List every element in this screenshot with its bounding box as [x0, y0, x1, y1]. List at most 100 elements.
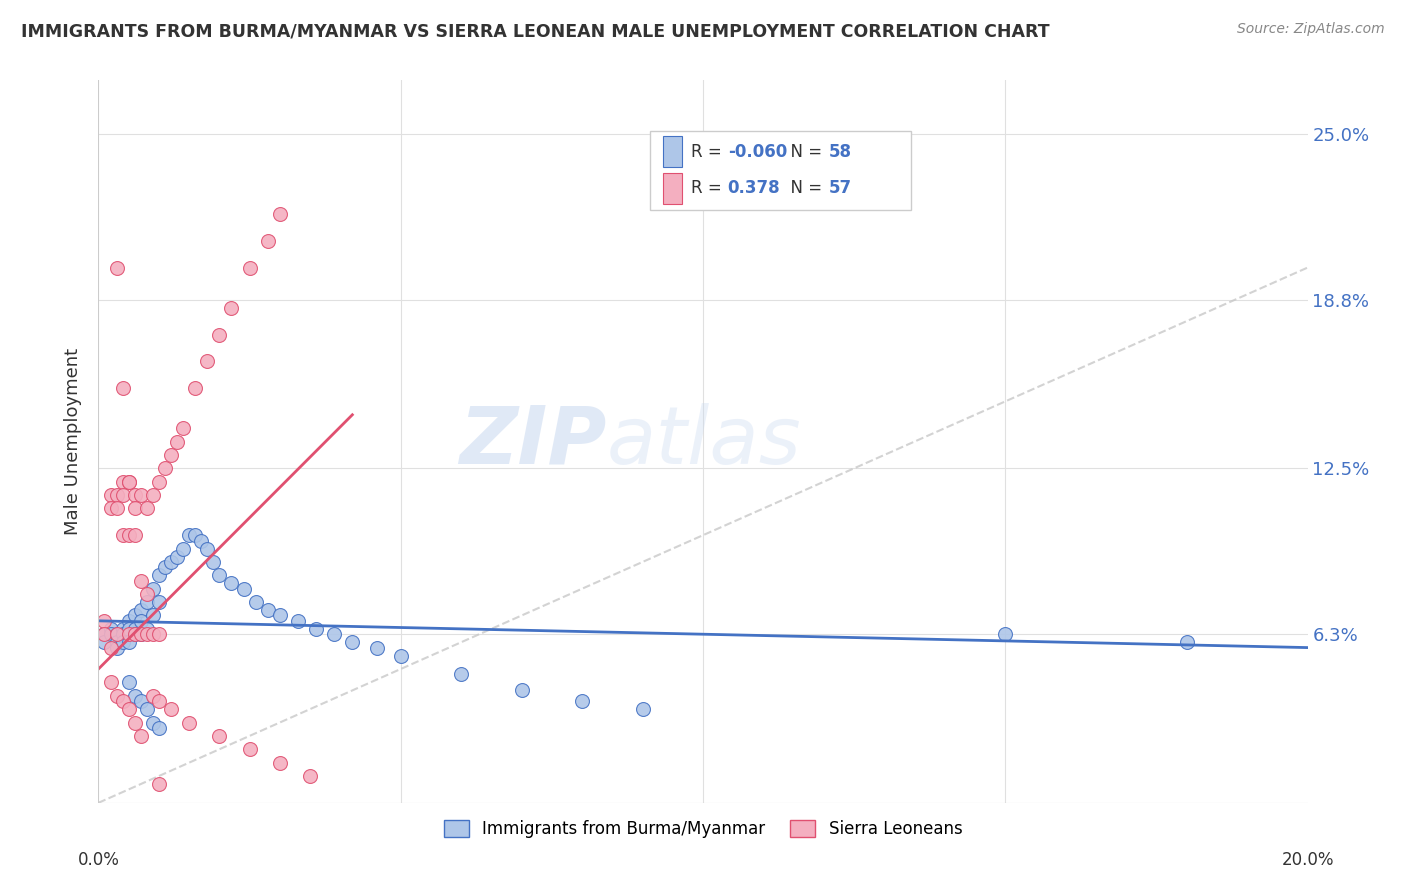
Text: R =: R = [692, 179, 733, 197]
Point [142, 608, 165, 623]
Point [994, 627, 1017, 641]
Point [111, 635, 134, 649]
Point [93, 635, 115, 649]
Point [124, 488, 146, 502]
Point [111, 694, 134, 708]
Point [208, 568, 231, 582]
Point [124, 689, 146, 703]
Text: 0.378: 0.378 [728, 179, 780, 197]
Point [190, 533, 212, 548]
Point [160, 448, 183, 462]
Point [93, 627, 115, 641]
Point [305, 622, 328, 636]
Point [208, 729, 231, 743]
Point [135, 587, 157, 601]
Point [118, 675, 141, 690]
Point [510, 683, 533, 698]
Point [142, 582, 165, 596]
Point [1175, 635, 1198, 649]
Point [111, 488, 134, 502]
Text: IMMIGRANTS FROM BURMA/MYANMAR VS SIERRA LEONEAN MALE UNEMPLOYMENT CORRELATION CH: IMMIGRANTS FROM BURMA/MYANMAR VS SIERRA … [21, 22, 1050, 40]
Point [111, 475, 134, 489]
Point [135, 627, 157, 641]
Point [124, 608, 146, 623]
Point [118, 614, 141, 628]
Point [105, 640, 128, 655]
Point [232, 582, 254, 596]
Point [256, 234, 278, 248]
Point [571, 694, 593, 708]
Point [245, 595, 267, 609]
Point [129, 694, 152, 708]
Point [111, 627, 134, 641]
Point [100, 640, 122, 655]
Point [148, 595, 170, 609]
Point [179, 528, 201, 542]
Point [631, 702, 654, 716]
Point [166, 434, 188, 449]
Point [160, 702, 183, 716]
Point [269, 756, 291, 770]
Point [129, 488, 152, 502]
Point [124, 622, 146, 636]
Point [160, 555, 183, 569]
Point [195, 354, 218, 368]
Point [148, 475, 170, 489]
Point [100, 488, 122, 502]
Point [105, 627, 128, 641]
Point [142, 689, 165, 703]
Point [124, 501, 146, 516]
Point [105, 501, 128, 516]
Point [142, 715, 165, 730]
Point [148, 777, 170, 791]
Point [129, 603, 152, 617]
Point [129, 614, 152, 628]
Point [142, 627, 165, 641]
Point [105, 488, 128, 502]
Point [129, 627, 152, 641]
Text: 58: 58 [830, 143, 852, 161]
Point [118, 622, 141, 636]
Point [389, 648, 412, 663]
Point [118, 475, 141, 489]
Point [124, 627, 146, 641]
Point [153, 461, 176, 475]
Point [105, 260, 128, 275]
Text: R =: R = [692, 143, 727, 161]
Point [129, 627, 152, 641]
Point [135, 595, 157, 609]
Point [299, 769, 322, 783]
Point [118, 528, 141, 542]
Point [105, 635, 128, 649]
Point [93, 614, 115, 628]
Point [148, 627, 170, 641]
Point [111, 622, 134, 636]
Point [269, 608, 291, 623]
Point [135, 622, 157, 636]
Point [124, 528, 146, 542]
Y-axis label: Male Unemployment: Male Unemployment [65, 348, 83, 535]
Point [172, 421, 194, 435]
Point [148, 721, 170, 735]
Text: 0.0%: 0.0% [77, 851, 120, 869]
Point [118, 475, 141, 489]
Text: N =: N = [780, 143, 827, 161]
Point [221, 576, 243, 591]
Point [179, 715, 201, 730]
Text: N =: N = [780, 179, 827, 197]
Text: Source: ZipAtlas.com: Source: ZipAtlas.com [1237, 22, 1385, 37]
Point [124, 627, 146, 641]
Point [100, 675, 122, 690]
Point [100, 627, 122, 641]
Point [184, 381, 207, 395]
Point [208, 327, 231, 342]
Point [135, 702, 157, 716]
Point [195, 541, 218, 556]
Point [105, 689, 128, 703]
Point [129, 729, 152, 743]
Point [366, 640, 388, 655]
Point [142, 488, 165, 502]
Point [202, 555, 225, 569]
Point [239, 742, 262, 756]
Point [172, 541, 194, 556]
